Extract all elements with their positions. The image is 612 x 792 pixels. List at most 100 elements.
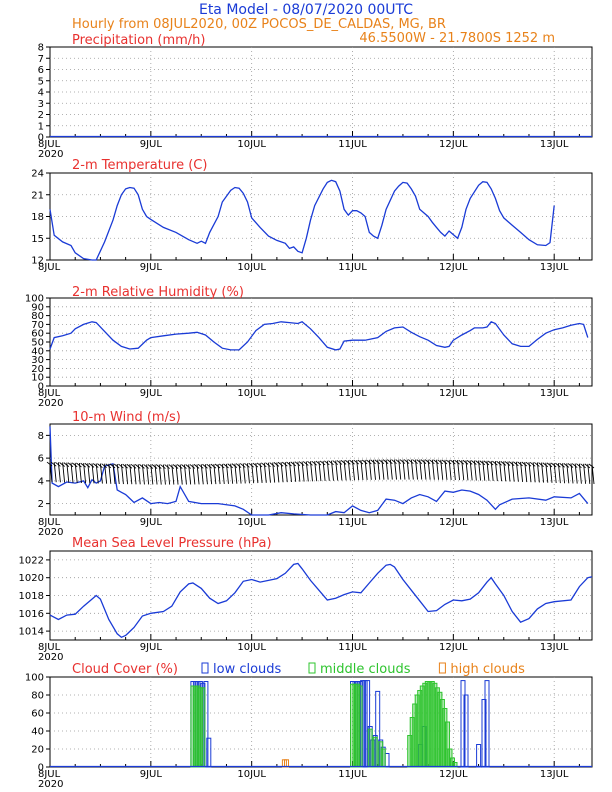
wind-xtick-label: 13JUL	[540, 517, 569, 528]
wind-barb-flag	[122, 463, 128, 469]
cloud-bar	[372, 736, 378, 768]
legend-swatch-2	[438, 662, 446, 674]
legend-swatch-0	[201, 662, 209, 674]
wind-barb	[289, 461, 292, 483]
cloud-xtick-label: 11JUL	[338, 769, 367, 780]
rh-ytick-label: 30	[31, 355, 44, 366]
wind-barb-flag	[399, 459, 406, 464]
temp-xtick-label: 11JUL	[338, 262, 367, 273]
wind-barb-flag	[387, 459, 393, 464]
wind-barb-flag	[147, 464, 154, 469]
wind-barb	[234, 463, 238, 484]
wind-barb	[381, 459, 385, 480]
wind-barb	[95, 463, 99, 484]
cloud-ytick-label: 80	[31, 691, 44, 702]
wind-barb	[553, 462, 557, 484]
wind-barb	[104, 463, 108, 484]
wind-barb-flag	[202, 463, 208, 469]
wind-barb	[494, 461, 498, 482]
wind-barb	[356, 460, 360, 481]
wind-barb	[318, 460, 322, 482]
wind-barb-flag	[584, 463, 591, 469]
wind-barb-flag	[471, 460, 477, 465]
cloud-xtick-label: 10JUL	[237, 769, 266, 780]
wind-barb-flag	[71, 462, 78, 468]
wind-barb-flag	[260, 462, 267, 468]
wind-barb	[217, 463, 221, 485]
wind-barb-flag	[239, 463, 246, 468]
wind-barb-flag	[462, 459, 469, 465]
wind-barb	[251, 463, 255, 484]
pressure-panel: 1014 1016 1018 1020 1022 8JUL 9JUL 10JUL 11JUL 12…	[19, 536, 593, 663]
wind-barb-flag	[546, 462, 553, 468]
wind-barb	[116, 463, 120, 485]
wind-barb-flag	[403, 459, 410, 464]
wind-barb	[221, 463, 225, 484]
wind-barb-flag	[580, 463, 586, 469]
wind-barb	[591, 463, 595, 485]
wind-barb-flag	[130, 463, 137, 469]
wind-barb	[532, 462, 536, 483]
wind-barb-flag	[265, 462, 271, 468]
wind-barb	[347, 460, 351, 481]
wind-barb-flag	[151, 464, 158, 469]
wind-barb	[520, 461, 524, 482]
cloud-bar	[476, 744, 482, 768]
wind-barb	[566, 463, 570, 484]
rh-ytick-label: 50	[31, 338, 44, 349]
wind-barb-flag	[160, 464, 166, 469]
temp-ytick-label: 12	[31, 256, 44, 267]
wind-frame	[49, 423, 593, 516]
mslp-ytick-label: 1014	[19, 627, 44, 638]
wind-barb	[242, 463, 246, 484]
wind-barb-flag	[496, 460, 502, 466]
cloud-bar	[380, 748, 386, 768]
wind-barb-flag	[391, 459, 397, 464]
wind-barb-flag	[534, 462, 540, 467]
wind-barb-flag	[273, 462, 280, 467]
wind-barb-flag	[483, 460, 490, 466]
wind-barb	[91, 463, 95, 484]
wind-barb-flag	[458, 459, 465, 465]
wind-barb	[398, 459, 402, 480]
rh-year-label: 2020	[38, 398, 63, 409]
wind-barb-flag	[172, 464, 179, 469]
precip-ytick-label: 3	[38, 99, 44, 110]
wind-barb	[162, 464, 166, 485]
wind-barb-flag	[294, 461, 301, 467]
wind-barb	[226, 463, 229, 484]
wind-barb-flag	[349, 459, 355, 465]
cloud-bar	[357, 685, 363, 768]
wind-barb	[305, 461, 309, 482]
wind-barb	[213, 464, 217, 485]
wind-barb	[461, 460, 465, 481]
wind-barb-flag	[55, 461, 61, 467]
precip-ytick-label: 8	[38, 43, 44, 54]
cloud-xtick-label: 13JUL	[540, 769, 569, 780]
wind-barb-flag	[588, 463, 595, 469]
rh-ytick-label: 70	[31, 320, 44, 331]
wind-barb	[179, 464, 183, 485]
wind-barb	[335, 460, 339, 481]
precip-ytick-label: 2	[38, 110, 44, 121]
cloud-frame	[49, 676, 593, 768]
wind-panel: 2 4 6 8 8JUL 9JUL 10JUL 11JUL 12JUL 13JUL 2020 10-m…	[38, 410, 595, 538]
wind-barb	[385, 459, 389, 480]
wind-barb-flag	[256, 462, 263, 468]
wind-barb-flag	[332, 460, 338, 465]
wind-barb-flag	[345, 459, 351, 465]
wind-barb-flag	[504, 461, 511, 466]
wind-barb	[192, 464, 196, 485]
wind-barb	[427, 459, 431, 480]
wind-barb	[99, 463, 103, 484]
wind-barb	[490, 460, 494, 482]
precip-xtick-label: 8JUL	[38, 139, 61, 150]
wind-barb	[436, 459, 439, 480]
wind-barb-flag	[214, 463, 221, 469]
wind-barb	[146, 464, 150, 485]
wind-barb	[486, 460, 490, 481]
wind-barb-flag	[487, 460, 494, 466]
mslp-ytick-label: 1020	[19, 573, 44, 584]
